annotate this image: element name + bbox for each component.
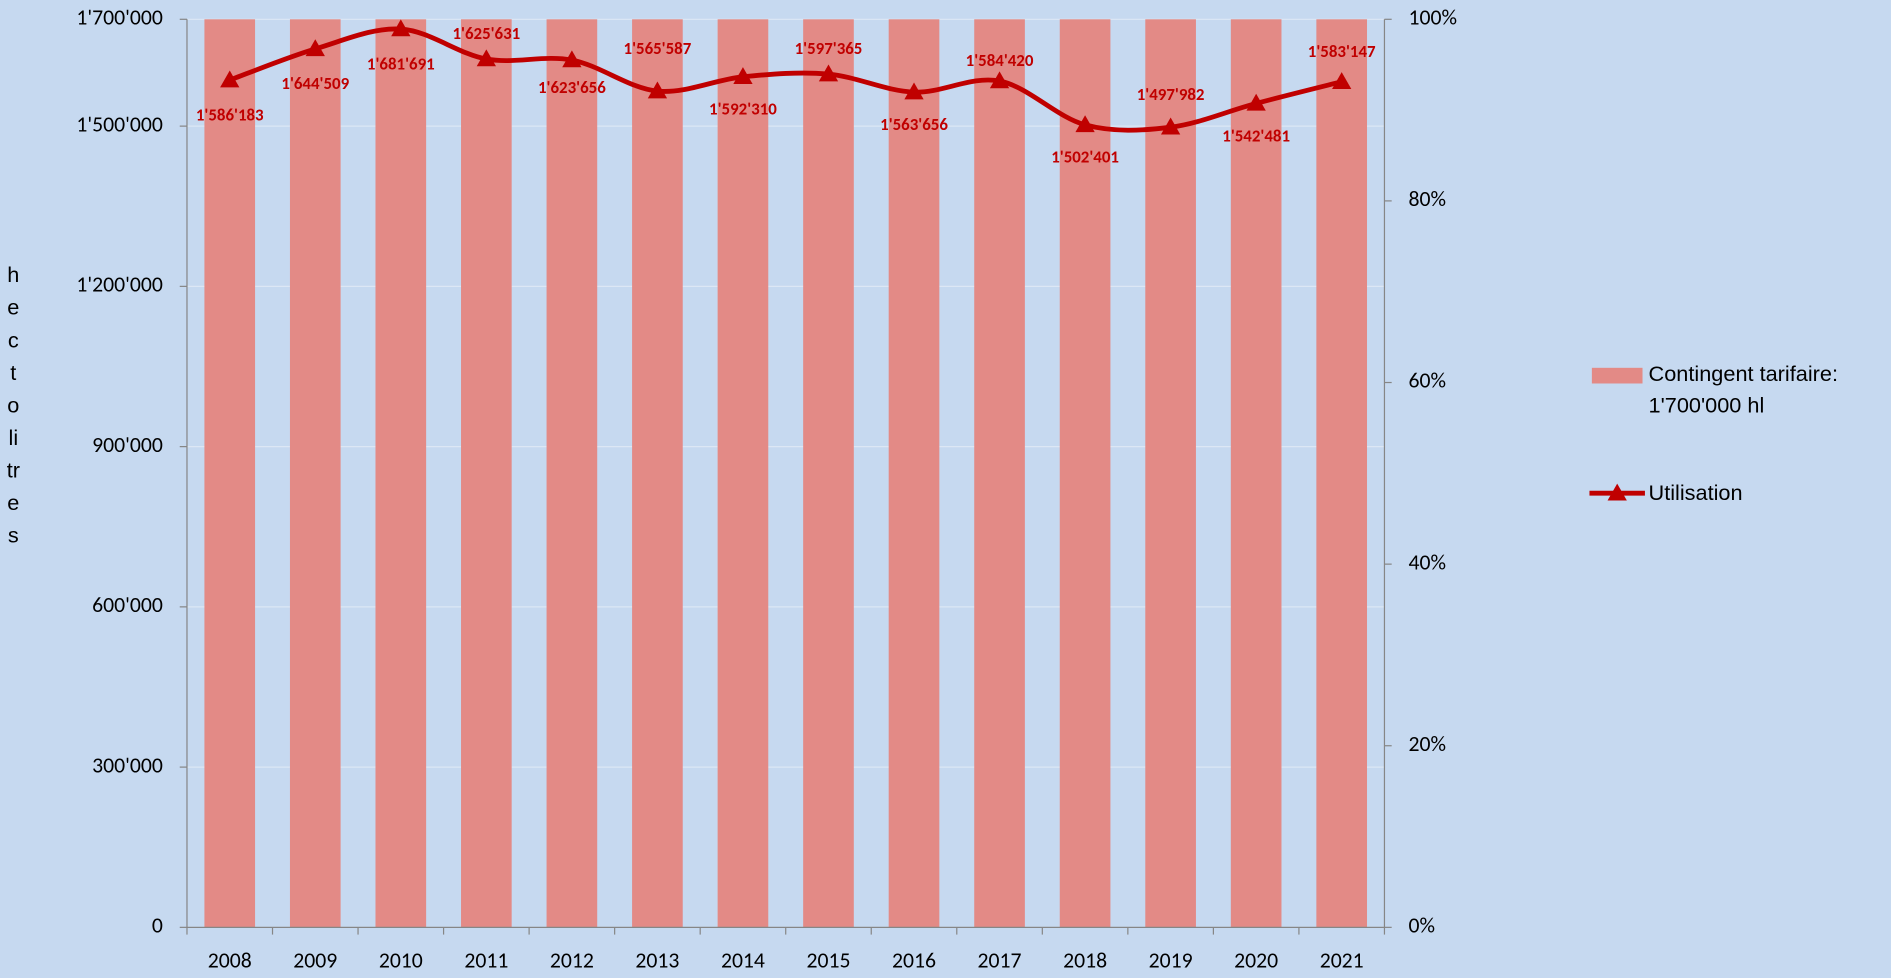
- value-label: 1'592'310: [709, 99, 777, 120]
- value-label: 1'542'481: [1222, 125, 1290, 146]
- y-tick-label: 1'500'000: [76, 110, 163, 137]
- bar: [289, 19, 341, 928]
- value-label: 1'681'691: [367, 53, 435, 74]
- y-axis-label: hectolitres: [6, 262, 20, 548]
- y-tick-label: 1'200'000: [76, 271, 163, 298]
- bar: [1316, 19, 1368, 928]
- legend-swatch: [1591, 367, 1643, 384]
- legend-marker: [1607, 483, 1627, 501]
- bar: [546, 19, 598, 928]
- y-tick-label: 1'700'000: [76, 3, 163, 30]
- bar: [375, 19, 427, 928]
- x-tick-label: 2009: [293, 947, 337, 974]
- bar: [632, 19, 683, 928]
- x-tick-label: 2014: [721, 947, 765, 974]
- marker: [305, 39, 325, 57]
- bar: [974, 19, 1025, 928]
- bar: [204, 19, 256, 928]
- y2-tick-label: 20%: [1409, 730, 1447, 757]
- marker: [1332, 72, 1352, 89]
- value-label: 1'563'656: [880, 114, 948, 135]
- y-tick-label: 600'000: [92, 591, 163, 618]
- marker: [989, 71, 1010, 89]
- legend-label: Contingent tarifaire: 1'700'000 hl: [1648, 361, 1838, 418]
- value-label: 1'497'982: [1137, 84, 1205, 105]
- value-label: 1'586'183: [196, 104, 264, 125]
- value-label: 1'597'365: [795, 38, 863, 59]
- marker: [1246, 93, 1266, 111]
- x-tick-label: 2016: [892, 947, 936, 974]
- y2-tick-label: 100%: [1409, 3, 1457, 30]
- x-tick-label: 2008: [208, 947, 252, 974]
- legend-entry: Contingent tarifaire: 1'700'000 hl: [1648, 361, 1838, 418]
- bar: [1145, 19, 1196, 928]
- marker: [818, 64, 839, 82]
- bar: [1230, 19, 1282, 928]
- value-label: 1'565'587: [624, 38, 692, 59]
- y-tick-label: 300'000: [92, 751, 163, 778]
- y2-tick-label: 80%: [1409, 185, 1447, 212]
- x-tick-label: 2017: [978, 947, 1022, 974]
- bar: [803, 19, 854, 928]
- value-label: 1'583'147: [1308, 41, 1376, 62]
- marker: [647, 81, 668, 99]
- value-label: 1'625'631: [452, 23, 520, 44]
- marker: [904, 82, 924, 100]
- marker: [220, 70, 240, 88]
- x-tick-label: 2012: [550, 947, 594, 974]
- x-tick-label: 2013: [635, 947, 679, 974]
- x-tick-label: 2011: [464, 947, 508, 974]
- marker: [733, 67, 753, 85]
- x-tick-label: 2018: [1063, 947, 1107, 974]
- x-tick-label: 2020: [1234, 947, 1278, 974]
- value-label: 1'502'401: [1051, 147, 1119, 168]
- bar: [1059, 19, 1111, 928]
- marker: [562, 50, 582, 68]
- bar: [888, 19, 940, 928]
- y-tick-label: 900'000: [92, 431, 163, 458]
- bar: [717, 19, 769, 928]
- line: [228, 26, 1343, 133]
- y-tick-label: 0: [152, 912, 163, 939]
- value-label: 1'623'656: [538, 77, 606, 98]
- y2-tick-label: 60%: [1409, 367, 1447, 394]
- x-tick-label: 2019: [1149, 947, 1193, 974]
- marker: [1160, 117, 1181, 135]
- marker: [476, 49, 496, 67]
- legend-label: Utilisation: [1649, 480, 1743, 505]
- value-label: 1'644'509: [281, 73, 349, 94]
- y-axis-label-box: hectolitres: [6, 262, 20, 548]
- marker: [391, 19, 411, 37]
- x-tick-label: 2021: [1320, 947, 1364, 974]
- bar: [461, 19, 512, 928]
- y2-tick-label: 0%: [1409, 912, 1436, 939]
- value-label: 1'584'420: [966, 50, 1034, 71]
- marker: [1075, 115, 1095, 133]
- y2-tick-label: 40%: [1409, 548, 1447, 575]
- x-tick-label: 2010: [379, 947, 423, 974]
- x-tick-label: 2015: [806, 947, 850, 974]
